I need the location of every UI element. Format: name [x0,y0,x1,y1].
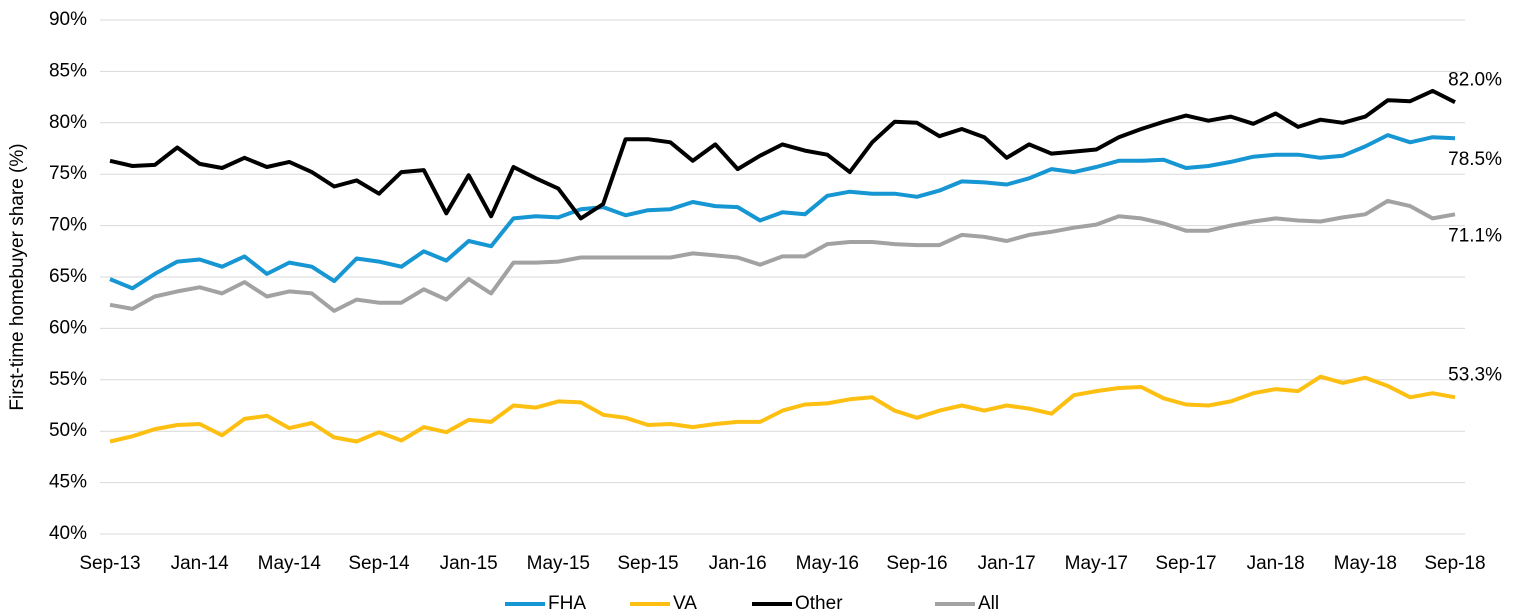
x-tick-label: Jan-15 [440,553,498,574]
x-tick-label: Sep-13 [79,553,140,574]
x-tick-label: Jan-16 [709,553,767,574]
x-tick-label: Sep-18 [1424,553,1485,574]
y-tick-label: 55% [49,369,87,390]
series-line [109,198,1456,313]
data-label: 53.3% [1448,364,1502,385]
x-tick-label: Sep-16 [886,553,947,574]
y-tick-label: 40% [49,523,87,544]
x-tick-label: May-16 [796,553,859,574]
x-tick-label: Jan-17 [978,553,1036,574]
x-tick-label: Jan-14 [171,553,230,574]
legend-label: Other [795,593,843,614]
x-tick-label: Sep-14 [348,553,410,574]
y-tick-label: 50% [49,420,87,441]
legend-label: VA [673,593,697,614]
x-tick-label: Sep-15 [617,553,678,574]
y-tick-label: 45% [49,472,87,493]
y-tick-label: 70% [49,215,87,236]
legend-label: FHA [548,593,586,614]
series-line [109,88,1456,221]
y-tick-label: 65% [49,266,87,287]
data-label: 78.5% [1448,149,1502,170]
legend-label: All [978,593,999,614]
y-tick-label: 75% [49,163,87,184]
y-axis-label: First-time homebuyer share (%) [7,143,28,410]
x-tick-label: May-18 [1334,553,1397,574]
series-line [109,374,1456,444]
x-tick-label: May-15 [527,553,590,574]
x-tick-label: Sep-17 [1155,553,1216,574]
x-tick-label: May-17 [1065,553,1128,574]
y-tick-label: 60% [49,317,87,338]
data-label: 82.0% [1448,69,1502,90]
y-tick-label: 80% [49,112,87,133]
series-line [109,133,1456,291]
data-label: 71.1% [1448,225,1502,246]
y-tick-label: 90% [49,9,87,30]
x-tick-label: May-14 [258,553,322,574]
x-tick-label: Jan-18 [1247,553,1305,574]
y-tick-label: 85% [49,60,87,81]
